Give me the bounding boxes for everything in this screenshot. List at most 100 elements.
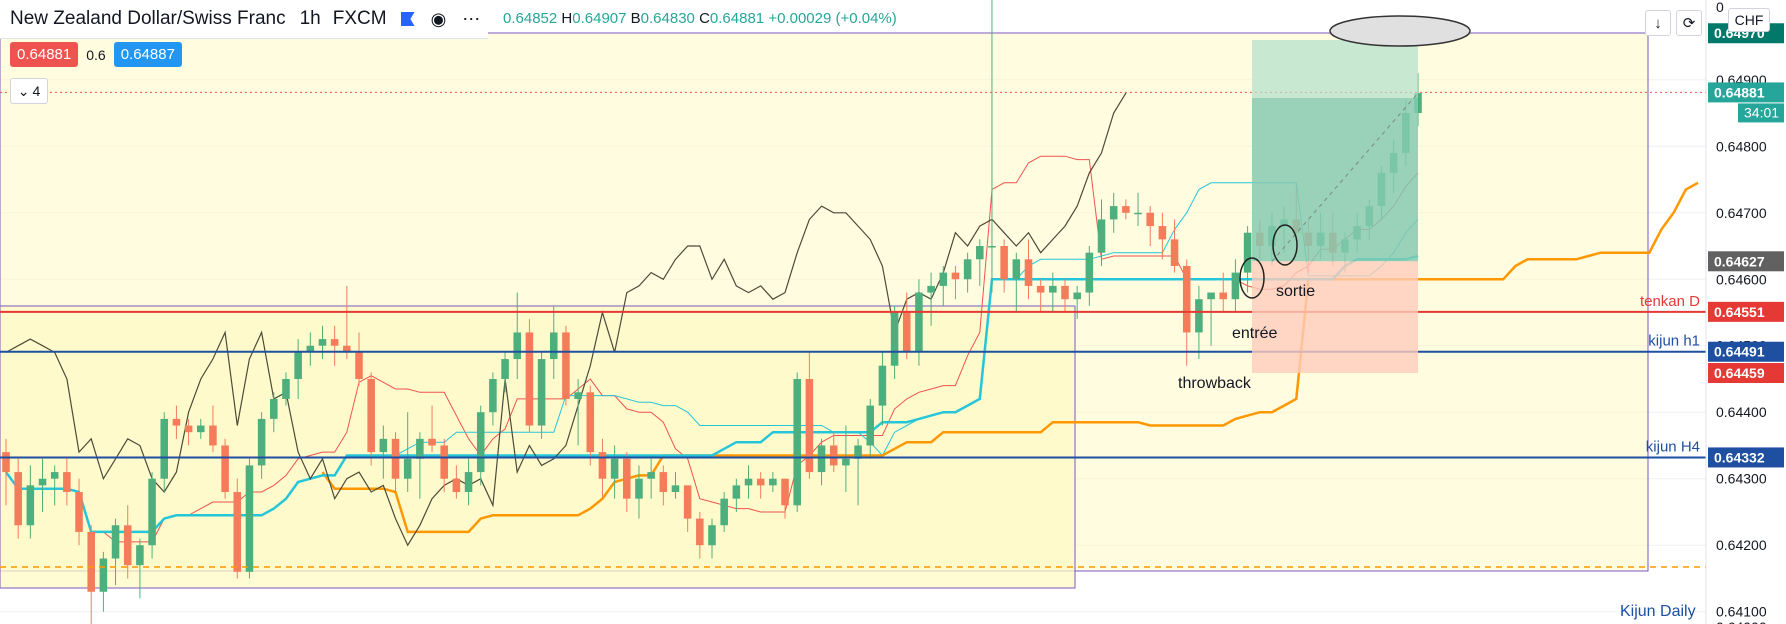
arrow-down-icon[interactable]: ↓ bbox=[1645, 10, 1671, 36]
candle bbox=[1000, 246, 1008, 280]
level-tag-2: 0.64332 bbox=[1714, 449, 1765, 465]
price-tag-bg-2 bbox=[1708, 251, 1784, 272]
candle bbox=[829, 445, 838, 466]
symbol-name[interactable]: New Zealand Dollar/Swiss Franc bbox=[10, 8, 286, 29]
y-tick-label: 0.64100 bbox=[1716, 604, 1767, 620]
price-tag-1: 0.64881 bbox=[1714, 84, 1765, 100]
candle bbox=[610, 458, 619, 479]
candle bbox=[452, 478, 461, 493]
candle bbox=[343, 345, 351, 353]
candle bbox=[1158, 226, 1167, 240]
ohlc-close: 0.64881 bbox=[709, 10, 765, 27]
tenkan-line bbox=[5, 155, 1419, 543]
bid-ask-row: 0.64881 0.6 0.64887 bbox=[10, 42, 182, 67]
candle bbox=[586, 392, 595, 453]
bid-button[interactable]: 0.64881 bbox=[10, 42, 79, 67]
ask-button[interactable]: 0.64887 bbox=[113, 42, 182, 67]
candle bbox=[1085, 252, 1094, 293]
candle bbox=[464, 472, 473, 493]
y-tick-bottom: 0.64000 bbox=[1716, 619, 1767, 624]
candle bbox=[1049, 285, 1057, 293]
candle bbox=[403, 458, 412, 479]
candle bbox=[428, 438, 436, 446]
candle bbox=[1195, 299, 1203, 333]
countdown-bg bbox=[1738, 103, 1784, 123]
candle bbox=[221, 445, 229, 493]
y-tick-label: 0.64300 bbox=[1716, 471, 1767, 487]
candle bbox=[1036, 285, 1045, 293]
candle bbox=[915, 292, 923, 353]
candle bbox=[902, 312, 911, 353]
broker-label: FXCM bbox=[332, 8, 387, 29]
candle bbox=[1012, 259, 1021, 280]
candle bbox=[793, 378, 801, 506]
price-tag-3: 0.64459 bbox=[1714, 365, 1765, 381]
currency-button[interactable]: CHF bbox=[1728, 8, 1770, 32]
candle bbox=[355, 352, 363, 379]
candle bbox=[744, 478, 753, 486]
interval-label[interactable]: 1h bbox=[299, 8, 321, 29]
candle bbox=[805, 378, 814, 473]
ohlc-change: +0.00029 (+0.04%) bbox=[768, 10, 897, 27]
flag-icon[interactable] bbox=[400, 12, 415, 26]
y-tick-top: 0 bbox=[1716, 0, 1724, 15]
y-tick-label: 0.64600 bbox=[1716, 271, 1767, 287]
candle bbox=[1219, 292, 1228, 300]
candle bbox=[501, 359, 509, 379]
candle bbox=[416, 438, 424, 459]
candle bbox=[26, 485, 35, 526]
candle bbox=[988, 246, 996, 248]
ohlc-low: 0.64830 bbox=[640, 10, 695, 27]
y-tick-label: 0.64700 bbox=[1716, 205, 1767, 221]
price-tag-bg-1 bbox=[1708, 82, 1784, 103]
candle bbox=[769, 478, 777, 486]
ohlc-low-label: B bbox=[630, 10, 641, 27]
candle bbox=[63, 472, 71, 493]
candle bbox=[951, 272, 960, 280]
highlight-ellipse bbox=[1329, 15, 1471, 47]
candle bbox=[209, 425, 217, 446]
candle bbox=[756, 478, 765, 486]
senkou-b-line bbox=[321, 181, 1699, 534]
candle bbox=[1097, 219, 1106, 253]
indicator-toggle[interactable]: ⌄ 4 bbox=[10, 78, 48, 104]
candle bbox=[330, 339, 339, 346]
candle bbox=[976, 246, 984, 260]
eye-icon[interactable]: ◉ bbox=[430, 8, 447, 29]
candle bbox=[306, 345, 315, 353]
candle bbox=[647, 472, 655, 479]
level-tag-0: 0.64551 bbox=[1714, 304, 1765, 320]
annotation-0: entrée bbox=[1232, 325, 1277, 342]
candle bbox=[1073, 292, 1081, 300]
candle bbox=[294, 352, 302, 379]
candle bbox=[184, 425, 193, 433]
candle bbox=[160, 418, 169, 479]
candle bbox=[1061, 285, 1069, 300]
candle bbox=[50, 472, 59, 479]
refresh-icon[interactable]: ⟳ bbox=[1676, 10, 1702, 36]
candle bbox=[1024, 259, 1033, 286]
chikou-line bbox=[5, 92, 1127, 547]
candle bbox=[696, 518, 704, 546]
candle bbox=[75, 492, 83, 532]
candle bbox=[842, 458, 850, 466]
candle bbox=[123, 525, 132, 566]
symbol-header[interactable]: New Zealand Dollar/Swiss Franc 1h FXCM ◉… bbox=[0, 0, 489, 39]
level-tag-1: 0.64491 bbox=[1714, 344, 1765, 360]
ohlc-high: 0.64907 bbox=[572, 10, 627, 27]
candle bbox=[817, 445, 826, 473]
annotation-2: throwback bbox=[1178, 375, 1252, 392]
annotation-1: sortie bbox=[1276, 283, 1315, 300]
candle bbox=[87, 531, 95, 592]
candle bbox=[671, 485, 680, 493]
annotation-3: Kijun Daily bbox=[1620, 603, 1696, 620]
candle bbox=[196, 425, 205, 433]
candle bbox=[878, 365, 887, 406]
more-icon[interactable]: ⋯ bbox=[462, 8, 481, 29]
candle bbox=[1109, 206, 1118, 220]
candle bbox=[257, 418, 266, 466]
level-name-1: kijun h1 bbox=[1648, 333, 1700, 350]
chevron-down-icon: ⌄ bbox=[17, 82, 30, 99]
candle bbox=[854, 445, 862, 459]
